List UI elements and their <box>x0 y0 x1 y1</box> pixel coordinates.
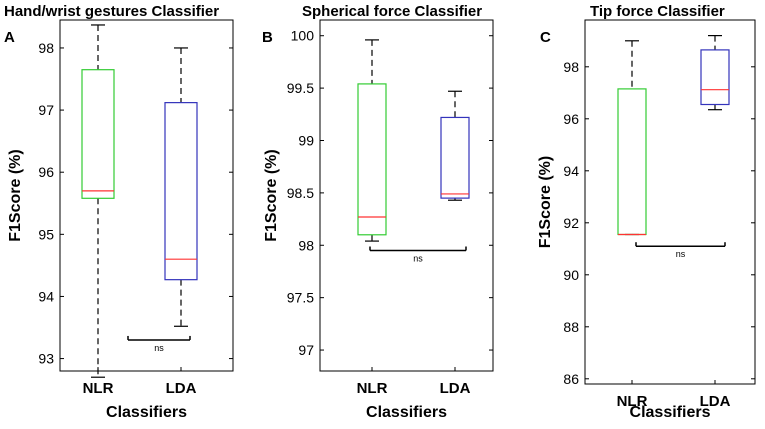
panel-b-ylabel: F1Score (%) <box>263 149 280 241</box>
panel-a-ytick-label: 93 <box>38 351 54 367</box>
panel-c-significance-label: ns <box>676 249 686 259</box>
panel-c-ytick-label: 92 <box>563 215 579 231</box>
panel-b-letter: B <box>262 29 273 46</box>
panel-a-ytick-label: 97 <box>38 102 54 118</box>
panel-a-xtick-label: LDA <box>166 380 197 397</box>
panel-b-ytick-label: 98 <box>298 237 314 253</box>
panel-b-ytick-label: 100 <box>291 28 315 44</box>
panel-a-ytick-label: 98 <box>38 40 54 56</box>
panel-c-xlabel: Classifiers <box>630 404 711 421</box>
panel-a-xtick-label: NLR <box>83 380 114 397</box>
panel-a-axes-frame <box>59 19 234 372</box>
panel-c-title: Tip force Classifier <box>590 3 725 20</box>
panel-b-xtick-label: NLR <box>357 380 388 397</box>
panel-a-box-nlr <box>81 69 115 199</box>
panel-c-box-lda <box>700 49 730 106</box>
panel-c-ytick-label: 86 <box>563 371 579 387</box>
panel-c-box-nlr <box>617 88 647 236</box>
panel-a-ytick-label: 94 <box>38 288 54 304</box>
panel-a-ytick-label: 95 <box>38 226 54 242</box>
panel-c-axes-frame <box>584 19 756 385</box>
panel-c-letter: C <box>540 29 551 46</box>
panel-b-significance-label: ns <box>413 254 423 264</box>
panel-a-box-lda <box>164 102 198 281</box>
panel-b-ytick-label: 99.5 <box>287 80 314 96</box>
panel-c-ytick-label: 90 <box>563 267 579 283</box>
panel-b-ytick-label: 97.5 <box>287 290 314 306</box>
panel-b-xtick-label: LDA <box>440 380 471 397</box>
panel-c-ytick-label: 94 <box>563 163 579 179</box>
panel-c-xtick-label: LDA <box>700 393 731 410</box>
panel-a-title: Hand/wrist gestures Classifier <box>4 3 219 20</box>
panel-b-title: Spherical force Classifier <box>302 3 482 20</box>
panel-b-box-nlr <box>357 83 387 236</box>
panel-a-letter: A <box>4 29 15 46</box>
panel-b-axes-frame <box>319 19 494 372</box>
panel-a-significance-label: ns <box>154 343 164 353</box>
panel-a-xlabel: Classifiers <box>106 404 187 421</box>
panel-b-box-lda <box>440 116 470 199</box>
panel-c-ytick-label: 88 <box>563 319 579 335</box>
panel-c-ytick-label: 96 <box>563 111 579 127</box>
panel-a-ylabel: F1Score (%) <box>7 149 24 241</box>
panel-b-ytick-label: 97 <box>298 342 314 358</box>
panel-c-ylabel: F1Score (%) <box>537 156 554 248</box>
panel-b-ytick-label: 98.5 <box>287 185 314 201</box>
panel-c-ytick-label: 98 <box>563 59 579 75</box>
panel-b-xlabel: Classifiers <box>366 404 447 421</box>
panel-a-ytick-label: 96 <box>38 164 54 180</box>
panel-c-xtick-label: NLR <box>617 393 648 410</box>
panel-b-ytick-label: 99 <box>298 132 314 148</box>
